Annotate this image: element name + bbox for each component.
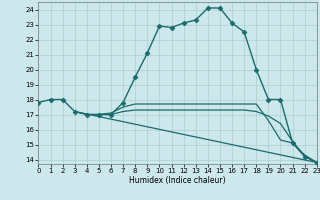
X-axis label: Humidex (Indice chaleur): Humidex (Indice chaleur) — [129, 176, 226, 185]
